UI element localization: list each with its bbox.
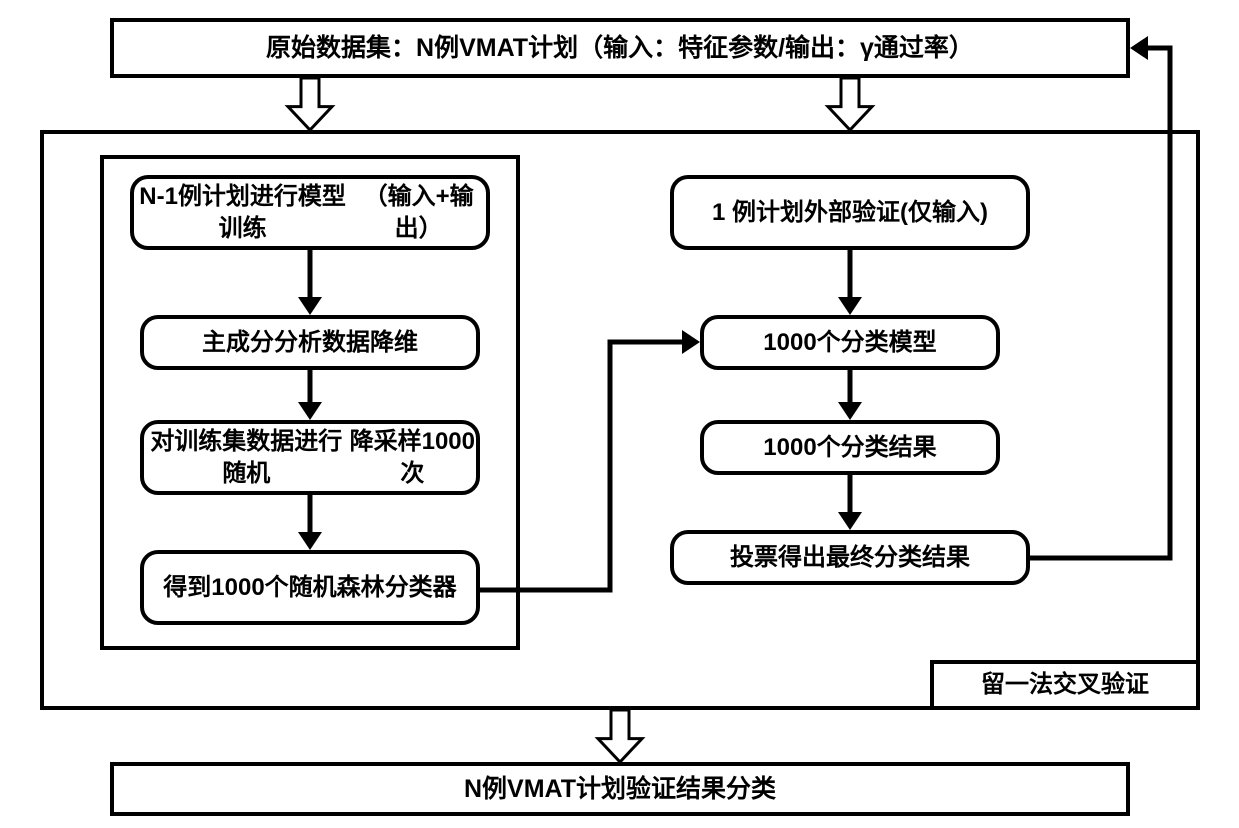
- node-bottom: N例VMAT计划验证结果分类: [110, 762, 1130, 816]
- node-text: 主成分分析数据降维: [202, 327, 418, 358]
- node-text: 留一法交叉验证: [981, 669, 1149, 700]
- node-text: (仅输入): [900, 197, 988, 228]
- node-text: 1 例计划外部验证: [712, 197, 900, 228]
- node-text: 对训练集数据进行随机: [144, 426, 349, 488]
- node-r4: 投票得出最终分类结果: [670, 530, 1030, 585]
- node-top: 原始数据集：N例VMAT计划（输入：特征参数/输出：γ通过率）: [110, 18, 1130, 78]
- node-text: N例VMAT计划验证结果分类: [464, 773, 776, 806]
- node-text: N-1例计划进行模型训练: [134, 181, 351, 243]
- hollow-arrow: [288, 78, 332, 130]
- node-text: 1000个分类模型: [763, 327, 936, 358]
- node-l3: 对训练集数据进行随机降采样1000次: [140, 420, 480, 495]
- node-text: 降采样1000次: [349, 426, 476, 488]
- node-label-right: 留一法交叉验证: [930, 660, 1200, 710]
- node-text: 分类器: [385, 572, 457, 603]
- arrow-head: [1130, 36, 1148, 60]
- node-l1: N-1例计划进行模型训练（输入+输出）: [130, 175, 490, 250]
- node-text: 得到1000个随机森林: [163, 572, 384, 603]
- node-text: 1000个分类结果: [763, 432, 936, 463]
- node-r3: 1000个分类结果: [700, 420, 1000, 475]
- hollow-arrow: [828, 78, 872, 130]
- node-text: （输入+输出）: [351, 181, 486, 243]
- node-r2: 1000个分类模型: [700, 315, 1000, 370]
- node-l2: 主成分分析数据降维: [140, 315, 480, 370]
- hollow-arrow: [598, 710, 642, 762]
- node-r1: 1 例计划外部验证(仅输入): [670, 175, 1030, 250]
- node-text: 原始数据集：N例VMAT计划（输入：特征参数/输出：γ通过率）: [266, 32, 974, 65]
- node-l4: 得到1000个随机森林分类器: [140, 550, 480, 625]
- node-text: 投票得出最终分类结果: [730, 542, 970, 573]
